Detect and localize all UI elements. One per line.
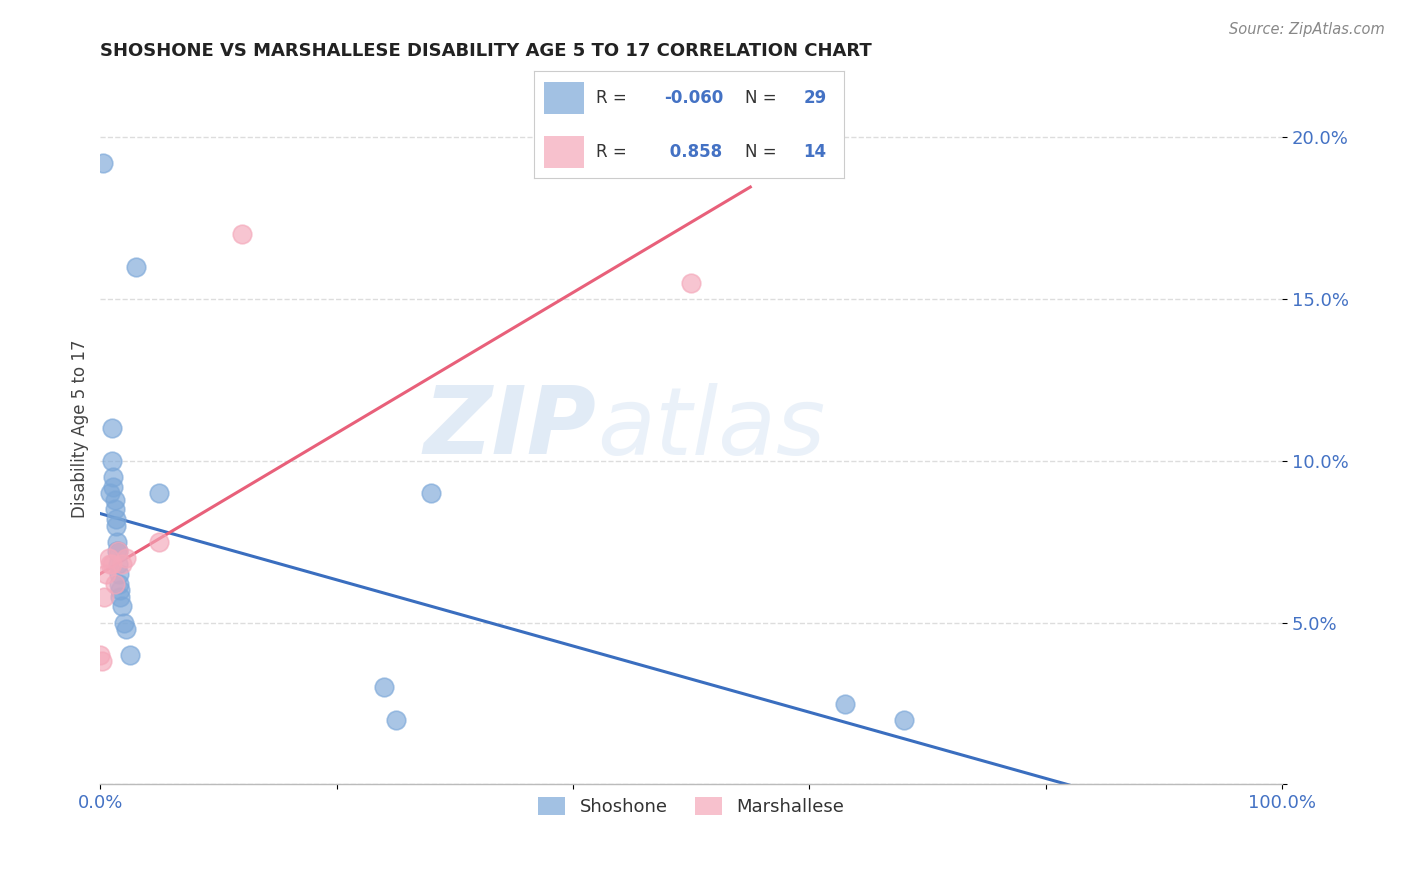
Point: [148, 486, 170, 500]
Point: [98, 558, 121, 572]
Text: N =: N =: [745, 89, 776, 107]
Point: [112, 615, 135, 630]
Point: [104, 512, 127, 526]
Point: [105, 534, 128, 549]
Point: [91, 156, 114, 170]
Point: [101, 558, 124, 572]
Point: [107, 544, 129, 558]
Point: [103, 576, 125, 591]
FancyBboxPatch shape: [544, 82, 583, 114]
Point: [90, 655, 112, 669]
Point: [110, 583, 132, 598]
Point: [103, 470, 125, 484]
Point: [420, 486, 443, 500]
Point: [108, 576, 131, 591]
Point: [373, 681, 395, 695]
Point: [103, 480, 125, 494]
Text: atlas: atlas: [596, 383, 825, 474]
Legend: Shoshone, Marshallese: Shoshone, Marshallese: [529, 788, 853, 825]
Point: [118, 648, 141, 662]
Point: [89, 648, 111, 662]
Text: Source: ZipAtlas.com: Source: ZipAtlas.com: [1229, 22, 1385, 37]
Point: [834, 697, 856, 711]
Point: [111, 558, 134, 572]
Text: -0.060: -0.060: [664, 89, 724, 107]
Point: [104, 518, 127, 533]
Text: 29: 29: [803, 89, 827, 107]
Point: [101, 421, 124, 435]
Point: [97, 550, 120, 565]
Point: [681, 276, 703, 290]
Point: [384, 713, 406, 727]
Text: N =: N =: [745, 143, 776, 161]
Point: [231, 227, 253, 242]
Point: [115, 550, 138, 565]
Point: [893, 713, 915, 727]
Text: R =: R =: [596, 143, 627, 161]
Point: [111, 599, 134, 614]
Point: [108, 567, 131, 582]
Text: SHOSHONE VS MARSHALLESE DISABILITY AGE 5 TO 17 CORRELATION CHART: SHOSHONE VS MARSHALLESE DISABILITY AGE 5…: [100, 42, 872, 60]
Point: [103, 492, 125, 507]
Point: [148, 534, 170, 549]
Point: [98, 486, 121, 500]
Text: 0.858: 0.858: [664, 143, 723, 161]
Point: [103, 502, 125, 516]
Point: [105, 544, 128, 558]
Point: [125, 260, 148, 274]
Y-axis label: Disability Age 5 to 17: Disability Age 5 to 17: [72, 339, 89, 517]
FancyBboxPatch shape: [544, 136, 583, 168]
Text: R =: R =: [596, 89, 627, 107]
Point: [96, 567, 118, 582]
Point: [115, 622, 138, 636]
Text: 14: 14: [803, 143, 827, 161]
Point: [107, 558, 129, 572]
Text: ZIP: ZIP: [423, 383, 596, 475]
Point: [101, 454, 124, 468]
Point: [107, 544, 129, 558]
Point: [110, 590, 132, 604]
Point: [93, 590, 115, 604]
